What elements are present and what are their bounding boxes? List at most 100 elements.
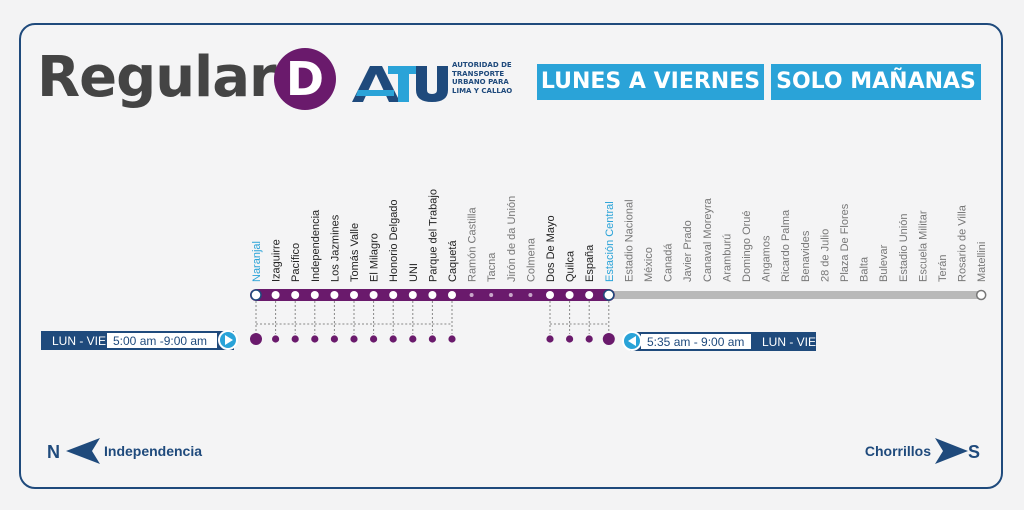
station-label: Matellini	[976, 242, 988, 282]
station-label: Javier Prado	[682, 220, 694, 282]
atu-logo	[352, 66, 448, 102]
station-dot	[330, 291, 339, 299]
station-label: Jirón de da Unión	[506, 196, 518, 282]
station-label: Benavides	[800, 230, 812, 282]
station-dot-skipped	[469, 293, 474, 297]
station-label: Honorio Delgado	[388, 199, 400, 282]
station-label: Izaguirre	[271, 239, 283, 282]
north-arrow-icon	[66, 438, 100, 464]
station-label: Quilca	[565, 250, 577, 282]
station-label: El Milagro	[369, 233, 381, 282]
station-label: México	[643, 247, 655, 282]
station-dot	[271, 291, 280, 299]
station-dot	[369, 291, 378, 299]
southbound-days: LUN - VIE	[52, 334, 106, 348]
station-dot	[448, 291, 456, 299]
station-label: Parque del Trabajo	[427, 189, 439, 282]
service-days-banner: LUNES A VIERNES	[537, 64, 764, 100]
north-destination: Independencia	[104, 443, 202, 459]
station-label: Independencia	[310, 209, 322, 282]
direction-south: Chorrillos S	[865, 438, 980, 464]
station-label: Estación Central	[604, 201, 616, 282]
station-label: Estadio Nacional	[623, 199, 635, 282]
stop-marker	[272, 335, 280, 343]
stop-marker	[409, 335, 417, 343]
atu-caption-line: AUTORIDAD DE	[452, 61, 512, 69]
south-arrow-icon	[935, 438, 968, 464]
stop-marker	[448, 335, 456, 343]
station-label: Tacna	[486, 252, 498, 282]
station-dot-terminal	[975, 289, 987, 301]
station-label: Los Jazmines	[329, 214, 341, 282]
southbound-hours-bg	[107, 333, 217, 348]
northbound-hours: 5:35 am - 9:00 am	[647, 335, 744, 349]
stop-marker	[546, 335, 554, 343]
station-label: Estadio Unión	[898, 214, 910, 283]
station-label: Escuela Militar	[917, 210, 929, 282]
station-dot	[310, 291, 319, 299]
southbound-arrow-glyph	[225, 335, 233, 345]
station-dot-skipped	[528, 293, 533, 297]
route-letter-badge: D	[274, 48, 336, 110]
northbound-schedule: 5:35 am - 9:00 am LUN - VIE	[622, 331, 816, 351]
station-label: Domingo Orué	[741, 210, 753, 282]
stop-marker	[602, 333, 615, 345]
station-dot	[250, 289, 262, 301]
route-card	[19, 23, 1003, 489]
atu-logo-caption: AUTORIDAD DE TRANSPORTE URBANO PARA LIMA…	[452, 61, 532, 95]
station-label: Angamos	[761, 235, 773, 282]
station-label: España	[584, 244, 596, 282]
station-label: Pacífico	[290, 243, 302, 282]
stop-marker	[330, 335, 338, 343]
station-label: Caquetá	[447, 240, 459, 282]
southbound-hours: 5:00 am -9:00 am	[113, 334, 207, 348]
stop-marker	[311, 335, 319, 343]
stops-layer	[250, 289, 987, 345]
atu-logo-mark	[352, 66, 448, 102]
station-label: Dos De Mayo	[545, 215, 557, 282]
station-dot-skipped	[489, 293, 494, 297]
station-label: Bulevar	[878, 244, 890, 282]
station-dot	[350, 291, 358, 299]
station-label: Ricardo Palma	[780, 209, 792, 282]
station-label: Colmena	[525, 237, 537, 282]
station-label: Naranjal	[251, 241, 263, 282]
station-dot	[291, 291, 300, 299]
station-label: Plaza De Flores	[839, 203, 851, 282]
station-label: Canaval Moreyra	[702, 197, 714, 282]
stop-marker	[350, 335, 358, 343]
station-dot	[408, 291, 417, 299]
north-letter: N	[47, 442, 60, 462]
station-dot	[389, 291, 398, 299]
station-dot-skipped	[508, 293, 513, 297]
station-label: Terán	[937, 254, 949, 282]
station-label: Aramburú	[721, 234, 733, 282]
station-dot	[603, 289, 615, 301]
station-label: 28 de Julio	[819, 229, 831, 282]
station-label: Balta	[859, 256, 871, 282]
stop-marker	[291, 335, 299, 343]
station-dot	[546, 291, 554, 299]
atu-caption-line: TRANSPORTE	[452, 69, 505, 78]
station-label: Rosario de Villa	[957, 204, 969, 282]
station-dot	[565, 291, 574, 299]
northbound-hours-bg	[641, 334, 751, 349]
station-label: UNI	[408, 263, 420, 282]
southbound-schedule: LUN - VIE 5:00 am -9:00 am	[41, 330, 238, 350]
station-label: Canadá	[663, 243, 675, 282]
stop-marker	[370, 335, 378, 343]
station-labels: Naranjal Izaguirre Pacífico Independencia Lo…	[251, 189, 988, 282]
stop-marker	[428, 335, 436, 343]
atu-caption-line: URBANO PARA	[452, 78, 509, 86]
service-time-banner: SOLO MAÑANAS	[771, 64, 981, 100]
station-label: Tomás Valle	[349, 223, 361, 282]
northbound-days: LUN - VIE	[762, 335, 816, 349]
stop-marker	[566, 335, 574, 343]
atu-caption-line: LIMA Y CALLAO	[452, 86, 513, 95]
stop-marker	[389, 335, 397, 343]
northbound-arrow-glyph	[628, 336, 636, 346]
stop-marker	[585, 335, 593, 343]
station-label: Ramón Castilla	[467, 207, 479, 282]
stop-marker	[250, 333, 262, 345]
